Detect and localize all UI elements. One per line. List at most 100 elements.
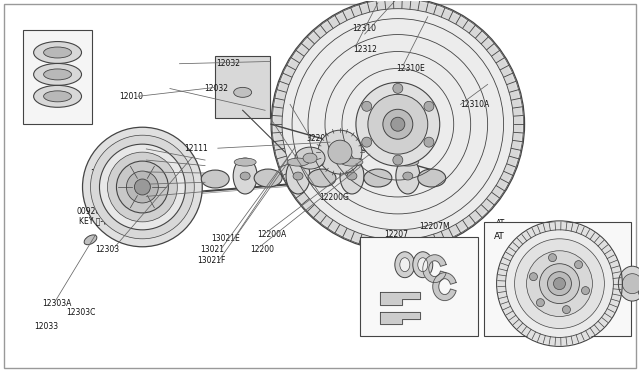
Text: 12303C: 12303C — [66, 308, 95, 317]
Circle shape — [536, 299, 545, 307]
Ellipse shape — [84, 235, 97, 245]
Text: A' P0^ 0305: A' P0^ 0305 — [548, 318, 596, 327]
Circle shape — [424, 137, 434, 147]
Text: 12100: 12100 — [90, 169, 114, 177]
Ellipse shape — [34, 64, 81, 86]
Text: 12200A: 12200A — [257, 230, 287, 239]
Circle shape — [563, 306, 570, 314]
Circle shape — [385, 134, 395, 144]
Text: 12032: 12032 — [216, 59, 241, 68]
Circle shape — [393, 83, 403, 93]
Circle shape — [318, 130, 362, 174]
Circle shape — [116, 161, 168, 213]
Text: 12303A: 12303A — [42, 299, 72, 308]
Circle shape — [90, 135, 195, 239]
Text: 12207: 12207 — [384, 230, 408, 240]
Polygon shape — [380, 292, 420, 305]
Circle shape — [274, 1, 522, 248]
Ellipse shape — [286, 158, 310, 194]
Circle shape — [540, 264, 579, 304]
Text: 13021F: 13021F — [197, 256, 226, 265]
Circle shape — [134, 179, 150, 195]
Text: 12207M: 12207M — [419, 221, 450, 231]
Text: 12109: 12109 — [111, 155, 135, 164]
Circle shape — [424, 101, 434, 111]
Text: 00926-51600: 00926-51600 — [76, 208, 127, 217]
Text: AT: AT — [495, 219, 505, 228]
Text: 32202: 32202 — [306, 134, 330, 143]
Text: 12310A: 12310A — [461, 100, 490, 109]
Ellipse shape — [303, 153, 317, 163]
Polygon shape — [423, 255, 446, 283]
Ellipse shape — [418, 258, 428, 272]
Bar — [215, 57, 270, 118]
Text: 12310A: 12310A — [561, 230, 591, 239]
Ellipse shape — [254, 169, 282, 187]
Circle shape — [328, 140, 352, 164]
Text: 12032: 12032 — [204, 84, 228, 93]
Ellipse shape — [347, 172, 357, 180]
Ellipse shape — [234, 87, 252, 97]
Ellipse shape — [44, 47, 72, 58]
Circle shape — [393, 155, 403, 165]
Circle shape — [582, 286, 589, 295]
Ellipse shape — [290, 159, 304, 169]
Text: 12200: 12200 — [250, 244, 274, 253]
Text: 12200G: 12200G — [319, 193, 349, 202]
Text: 12207: 12207 — [404, 264, 428, 273]
Polygon shape — [380, 311, 420, 324]
Ellipse shape — [234, 158, 256, 166]
Circle shape — [575, 261, 582, 269]
Bar — [484, 222, 631, 336]
Circle shape — [99, 144, 186, 230]
Polygon shape — [433, 273, 456, 301]
Ellipse shape — [418, 169, 445, 187]
Text: 12207N: 12207N — [372, 286, 402, 295]
Ellipse shape — [618, 266, 640, 301]
Circle shape — [515, 239, 604, 328]
Circle shape — [272, 0, 524, 250]
Text: 13021E: 13021E — [211, 234, 240, 243]
Ellipse shape — [44, 69, 72, 80]
Text: 12312: 12312 — [353, 45, 377, 54]
Text: 13021: 13021 — [200, 245, 224, 254]
Circle shape — [383, 109, 413, 139]
Circle shape — [127, 171, 158, 203]
Text: 12112: 12112 — [111, 192, 135, 201]
Circle shape — [356, 82, 440, 166]
Circle shape — [554, 278, 566, 290]
Ellipse shape — [34, 42, 81, 64]
Ellipse shape — [403, 172, 413, 180]
Ellipse shape — [364, 169, 392, 187]
Bar — [22, 30, 93, 124]
Text: 12207S: 12207S — [382, 312, 411, 321]
Circle shape — [368, 94, 428, 154]
Text: 12033: 12033 — [35, 322, 59, 331]
Text: 12310E: 12310E — [397, 64, 426, 73]
Ellipse shape — [413, 252, 433, 278]
Ellipse shape — [397, 158, 419, 166]
Circle shape — [529, 273, 538, 280]
Circle shape — [548, 254, 557, 262]
Ellipse shape — [287, 158, 309, 166]
Circle shape — [622, 274, 640, 294]
Ellipse shape — [233, 158, 257, 194]
Text: 12303: 12303 — [95, 244, 119, 253]
Circle shape — [498, 222, 621, 346]
Ellipse shape — [34, 86, 81, 107]
Circle shape — [391, 117, 405, 131]
Ellipse shape — [639, 287, 640, 296]
Circle shape — [83, 127, 202, 247]
Circle shape — [547, 272, 572, 296]
Ellipse shape — [295, 147, 325, 169]
Text: KEY キ-(2): KEY キ-(2) — [79, 217, 113, 226]
Ellipse shape — [341, 158, 363, 166]
Text: 12333: 12333 — [537, 236, 561, 246]
Ellipse shape — [395, 252, 415, 278]
Text: 12310: 12310 — [353, 24, 377, 33]
Circle shape — [362, 101, 372, 111]
Circle shape — [506, 230, 613, 337]
Text: AT: AT — [493, 232, 504, 241]
Circle shape — [527, 251, 593, 317]
Ellipse shape — [201, 170, 229, 188]
